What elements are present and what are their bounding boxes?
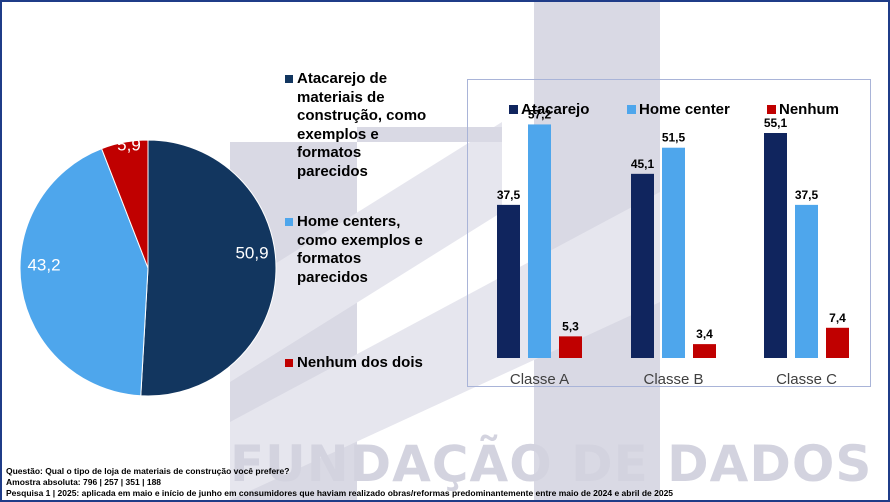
bar-legend-label: Home center <box>639 101 730 118</box>
pie-chart: 50,9 43,2 5,9 <box>19 135 277 397</box>
pie-slice <box>19 148 149 397</box>
x-tick-label: Classe A <box>510 371 569 388</box>
legend-label: Atacarejo de materiais de construção, co… <box>297 70 427 180</box>
footer-notes: Questão: Qual o tipo de loja de materiai… <box>6 466 673 499</box>
bar-data-label: 55,1 <box>764 116 788 130</box>
legend-swatch <box>285 359 293 367</box>
bar-data-label: 5,3 <box>562 319 579 333</box>
pie-data-label: 50,9 <box>235 243 268 262</box>
bar <box>826 327 849 358</box>
watermark-stripe-upper <box>230 122 502 382</box>
legend-label: Nenhum dos dois <box>297 354 423 371</box>
watermark-stripe-lower <box>230 192 660 500</box>
bar <box>795 204 818 358</box>
bar <box>693 344 716 358</box>
pie-slice <box>140 139 277 397</box>
pie-data-label: 5,9 <box>117 135 141 154</box>
watermark-cap <box>357 127 502 142</box>
bar <box>631 173 654 358</box>
watermark-text: FUNDAÇÃO DE DADOS <box>230 435 873 493</box>
pie-data-label: 43,2 <box>27 255 60 274</box>
bar-data-label: 37,5 <box>795 188 819 202</box>
legend-swatch <box>285 75 293 83</box>
bar-legend-swatch <box>509 105 518 114</box>
bar-legend-swatch <box>767 105 776 114</box>
legend-swatch <box>285 218 293 226</box>
pie-slice <box>100 139 149 269</box>
x-tick-label: Classe B <box>643 371 703 388</box>
bar <box>559 336 582 358</box>
footer-question: Questão: Qual o tipo de loja de materiai… <box>6 466 290 476</box>
bar <box>662 147 685 358</box>
bar-data-label: 37,5 <box>497 188 521 202</box>
legend-label: Home centers, como exemplos e formatos p… <box>297 213 423 286</box>
bar-data-label: 7,4 <box>829 311 846 325</box>
bar-data-label: 51,5 <box>662 131 686 145</box>
bar-data-label: 3,4 <box>696 327 713 341</box>
bar-data-label: 57,2 <box>528 107 552 121</box>
bar-legend-label: Nenhum <box>779 101 839 118</box>
bar <box>528 124 551 358</box>
bar-legend-swatch <box>627 105 636 114</box>
footer-survey: Pesquisa 1 | 2025: aplicada em maio e in… <box>6 488 674 498</box>
bar <box>764 133 787 358</box>
bar-chart: 37,5 57,2 5,3 Classe A 45,1 51,5 3,4 Classe B 55… <box>497 101 849 388</box>
bar <box>497 204 520 358</box>
pie-legend-item-home-centers: Home centers, como exemplos e formatos p… <box>285 213 435 287</box>
pie-legend-item-atacarejo: Atacarejo de materiais de construção, co… <box>285 70 435 181</box>
pie-legend-item-nenhum: Nenhum dos dois <box>285 354 435 373</box>
x-tick-label: Classe C <box>776 371 837 388</box>
bar-chart-frame <box>467 79 871 387</box>
bar-legend-label: Atacarejo <box>521 101 589 118</box>
bar-data-label: 45,1 <box>631 157 655 171</box>
footer-sample: Amostra absoluta: 796 | 257 | 351 | 188 <box>6 477 162 487</box>
